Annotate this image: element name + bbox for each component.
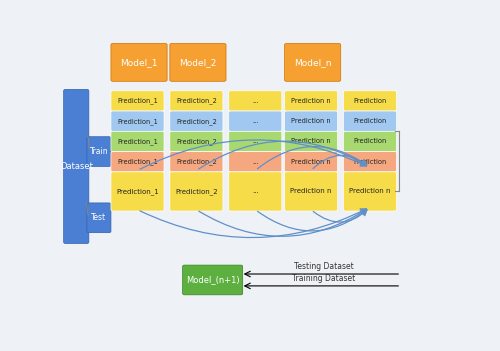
Text: Prediction_1: Prediction_1 — [117, 118, 158, 125]
FancyBboxPatch shape — [344, 91, 396, 111]
FancyBboxPatch shape — [228, 172, 282, 211]
Text: Prediction n: Prediction n — [290, 188, 332, 194]
Text: ...: ... — [252, 188, 258, 194]
Text: Testing Dataset: Testing Dataset — [294, 262, 354, 271]
FancyBboxPatch shape — [284, 131, 338, 152]
Text: Prediction: Prediction — [354, 159, 386, 165]
Text: Model_n: Model_n — [294, 58, 332, 67]
Text: Prediction: Prediction — [354, 98, 386, 104]
Text: Prediction_2: Prediction_2 — [176, 138, 217, 145]
FancyBboxPatch shape — [228, 111, 282, 131]
FancyBboxPatch shape — [182, 265, 242, 295]
Text: Train: Train — [90, 147, 108, 156]
FancyBboxPatch shape — [111, 91, 164, 111]
FancyBboxPatch shape — [111, 152, 164, 172]
FancyBboxPatch shape — [284, 152, 338, 172]
Text: Prediction_1: Prediction_1 — [116, 188, 159, 195]
Text: Prediction n: Prediction n — [292, 98, 331, 104]
FancyBboxPatch shape — [284, 44, 341, 81]
Text: ...: ... — [252, 159, 258, 165]
FancyBboxPatch shape — [344, 152, 396, 172]
FancyBboxPatch shape — [111, 131, 164, 152]
FancyBboxPatch shape — [87, 203, 111, 233]
FancyBboxPatch shape — [284, 111, 338, 131]
Text: Prediction_1: Prediction_1 — [117, 98, 158, 104]
FancyBboxPatch shape — [170, 111, 223, 131]
Text: Dataset: Dataset — [60, 162, 92, 171]
FancyBboxPatch shape — [111, 44, 167, 81]
Text: Model_(n+1): Model_(n+1) — [186, 276, 240, 284]
FancyBboxPatch shape — [111, 172, 164, 211]
Text: Prediction_2: Prediction_2 — [176, 158, 217, 165]
Text: Prediction: Prediction — [354, 118, 386, 124]
FancyBboxPatch shape — [170, 91, 223, 111]
Text: ...: ... — [252, 118, 258, 124]
Text: Prediction n: Prediction n — [292, 138, 331, 145]
FancyBboxPatch shape — [228, 131, 282, 152]
FancyBboxPatch shape — [170, 131, 223, 152]
FancyBboxPatch shape — [170, 172, 223, 211]
Text: Model_2: Model_2 — [179, 58, 216, 67]
Text: Prediction_1: Prediction_1 — [117, 158, 158, 165]
Text: Prediction n: Prediction n — [292, 118, 331, 124]
FancyBboxPatch shape — [284, 91, 338, 111]
Text: Prediction: Prediction — [354, 138, 386, 145]
FancyBboxPatch shape — [170, 152, 223, 172]
Text: Prediction n: Prediction n — [349, 188, 391, 194]
Text: Prediction_1: Prediction_1 — [117, 138, 158, 145]
Text: Prediction_2: Prediction_2 — [176, 98, 217, 104]
FancyBboxPatch shape — [284, 172, 338, 211]
FancyBboxPatch shape — [87, 137, 111, 166]
Text: Training Dataset: Training Dataset — [292, 274, 356, 283]
FancyBboxPatch shape — [344, 172, 396, 211]
FancyBboxPatch shape — [344, 131, 396, 152]
FancyBboxPatch shape — [64, 90, 89, 244]
Text: Prediction n: Prediction n — [292, 159, 331, 165]
Text: ...: ... — [252, 138, 258, 145]
Text: Model_1: Model_1 — [120, 58, 158, 67]
Text: Prediction_2: Prediction_2 — [176, 118, 217, 125]
Text: ...: ... — [252, 98, 258, 104]
FancyBboxPatch shape — [228, 152, 282, 172]
FancyBboxPatch shape — [228, 91, 282, 111]
FancyBboxPatch shape — [344, 111, 396, 131]
FancyBboxPatch shape — [170, 44, 226, 81]
Text: Prediction_2: Prediction_2 — [175, 188, 218, 195]
FancyBboxPatch shape — [111, 111, 164, 131]
Text: Test: Test — [92, 213, 106, 222]
